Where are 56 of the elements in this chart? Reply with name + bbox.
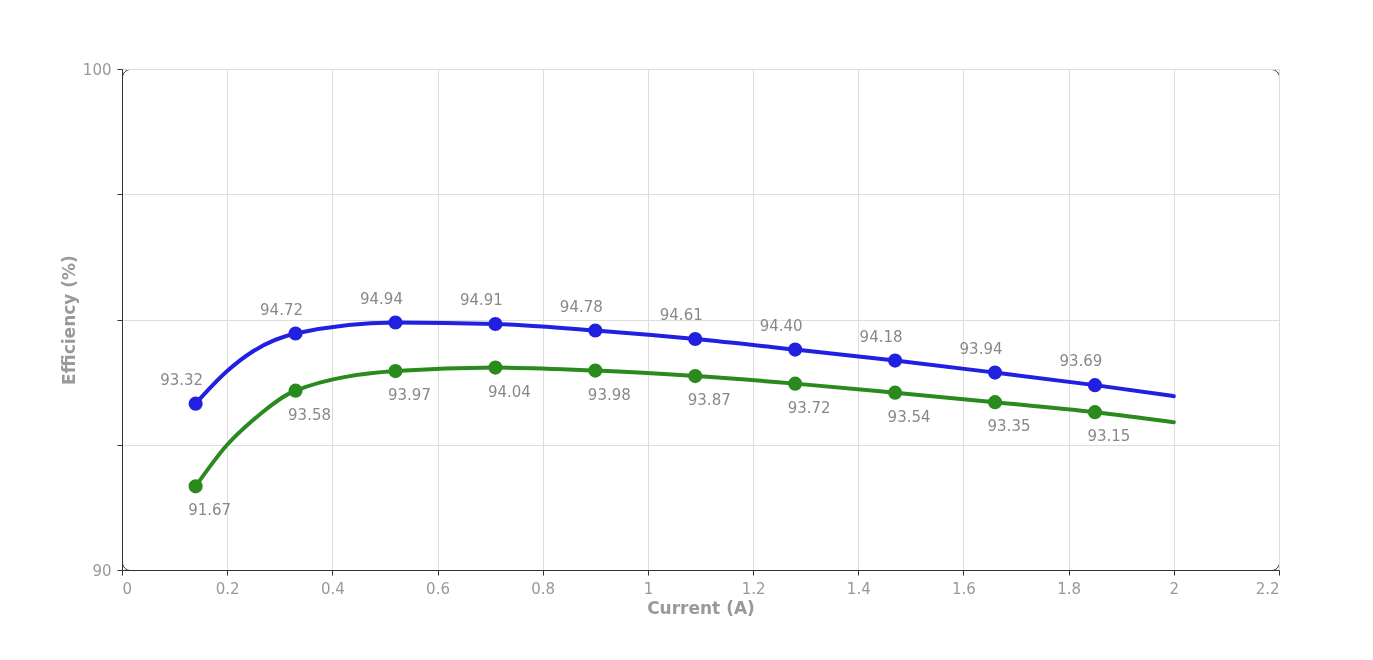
point	[388, 364, 403, 379]
y-tick-label: 100	[82, 60, 112, 79]
data-label: 93.32	[160, 370, 204, 389]
point	[987, 395, 1003, 410]
data-label: 93.58	[288, 405, 332, 424]
point	[388, 315, 403, 330]
data-label: 93.69	[1059, 352, 1103, 371]
point	[588, 323, 603, 338]
point	[288, 326, 303, 341]
x-axis-title: Current (A)	[647, 597, 755, 618]
point	[688, 369, 703, 384]
data-label: 94.04	[487, 382, 531, 401]
x-tick-label: 1.2	[741, 579, 766, 598]
data-label: 93.87	[687, 391, 731, 410]
data-label: 94.94	[360, 289, 403, 308]
point	[1087, 405, 1102, 420]
x-tick-label: 1.4	[846, 579, 871, 598]
point	[588, 363, 603, 378]
data-label: 93.54	[887, 407, 931, 426]
data-label: 91.67	[188, 501, 232, 520]
point	[188, 396, 203, 411]
data-label: 93.94	[959, 339, 1003, 358]
data-label: 94.72	[260, 300, 304, 319]
data-label: 93.97	[388, 386, 431, 405]
point	[888, 385, 903, 400]
x-tick-label: 1.6	[952, 579, 976, 598]
x-tick-label: 0.2	[215, 579, 240, 598]
point	[788, 376, 803, 391]
point	[488, 360, 503, 375]
x-tick-label: 2	[1169, 579, 1180, 598]
data-label: 93.15	[1087, 427, 1131, 446]
data-label: 94.18	[859, 327, 903, 346]
x-tick-label: 1	[643, 579, 654, 598]
x-tick-label: 0	[122, 579, 133, 598]
point	[288, 383, 303, 398]
point	[1087, 378, 1102, 393]
data-label: 93.35	[987, 417, 1031, 436]
data-label: 94.61	[659, 306, 703, 325]
x-tick-label: 2.2	[1255, 579, 1280, 598]
point	[688, 331, 703, 347]
x-tick-label: 1.8	[1057, 579, 1082, 598]
y-axis-title: Efficiency (%)	[58, 255, 79, 385]
point	[188, 479, 203, 494]
data-label: 93.72	[787, 398, 831, 417]
point	[987, 365, 1003, 380]
data-label: 94.78	[559, 297, 603, 316]
x-tick-label: 0.4	[320, 579, 345, 598]
point	[788, 342, 803, 357]
data-label: 93.98	[587, 385, 631, 404]
point	[488, 316, 503, 332]
data-label: 94.40	[759, 316, 803, 335]
x-tick-label: 0.8	[531, 579, 556, 598]
data-label: 94.91	[459, 291, 503, 310]
x-tick-label: 0.6	[426, 579, 450, 598]
point	[888, 353, 903, 368]
y-tick-label: 90	[92, 561, 112, 580]
